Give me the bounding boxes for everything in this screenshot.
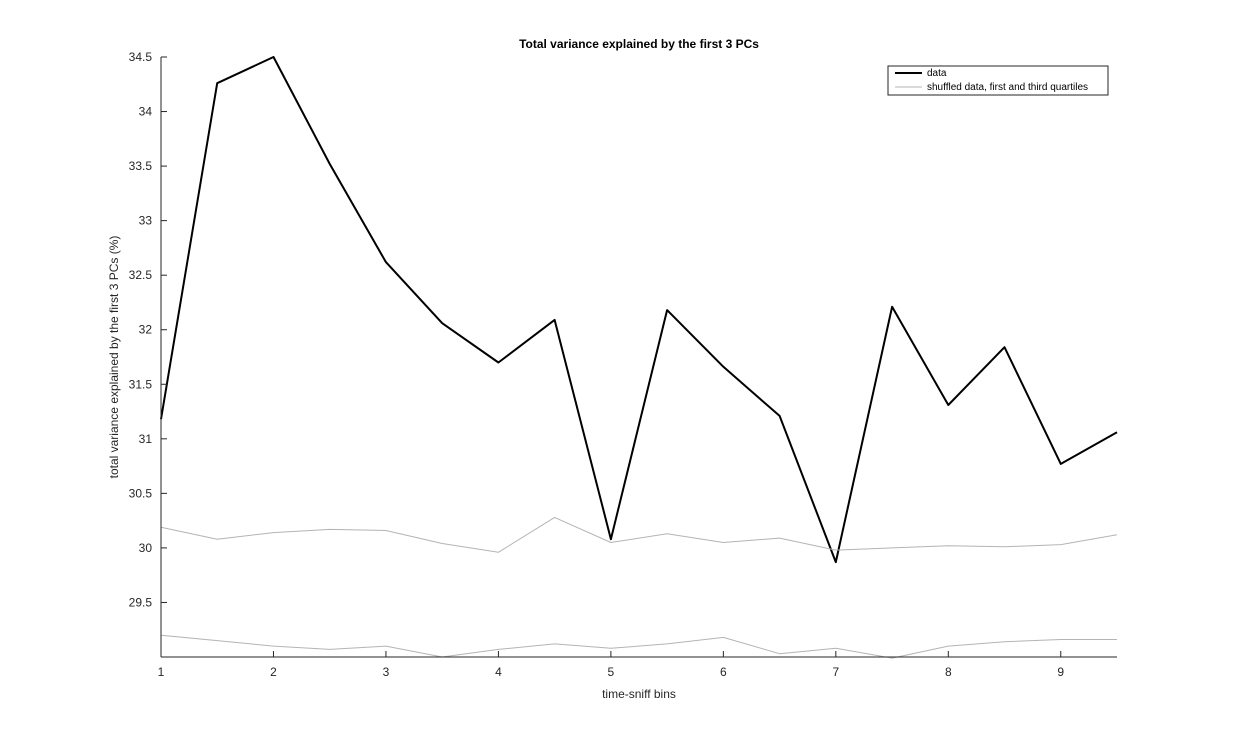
axes-layer	[160, 57, 1117, 658]
y-tick-label: 33.5	[129, 159, 153, 173]
legend: data shuffled data, first and third quar…	[887, 65, 1109, 96]
x-ticks: 1 2 3 4 5 6 7 8 9	[158, 651, 1064, 679]
y-tick-label: 34	[139, 105, 153, 119]
x-tick-label: 3	[383, 665, 390, 679]
series-line-shuffled-upper	[160, 516, 1118, 553]
y-ticks: 29.5 30 30.5 31 31.5 32 32.5 33 33.5 34 34.5	[129, 50, 167, 609]
y-tick-label: 31	[139, 432, 153, 446]
y-tick-label: 34.5	[129, 50, 153, 64]
x-tick-label: 7	[832, 665, 839, 679]
legend-label-shuffled: shuffled data, first and third quartiles	[927, 82, 1088, 93]
x-tick-label: 1	[158, 665, 165, 679]
series-line-data	[160, 56, 1118, 564]
x-tick-label: 9	[1057, 665, 1064, 679]
series-layer	[160, 56, 1118, 659]
x-tick-label: 6	[720, 665, 727, 679]
x-axis-label: time-sniff bins	[602, 687, 676, 701]
y-axis-label: total variance explained by the first 3 …	[107, 236, 121, 479]
x-tick-label: 8	[945, 665, 952, 679]
y-tick-label: 31.5	[129, 377, 153, 391]
y-tick-label: 30.5	[129, 486, 153, 500]
y-tick-label: 32.5	[129, 268, 153, 282]
legend-label-data: data	[927, 68, 947, 79]
y-tick-label: 33	[139, 214, 153, 228]
x-tick-label: 5	[608, 665, 615, 679]
x-tick-label: 2	[270, 665, 277, 679]
chart-title: Total variance explained by the first 3 …	[519, 37, 759, 51]
legend-box	[887, 65, 1109, 96]
y-tick-label: 29.5	[129, 595, 153, 609]
series-line-shuffled-lower	[160, 634, 1117, 659]
y-tick-label: 30	[139, 541, 153, 555]
x-tick-label: 4	[495, 665, 502, 679]
y-tick-label: 32	[139, 323, 153, 337]
